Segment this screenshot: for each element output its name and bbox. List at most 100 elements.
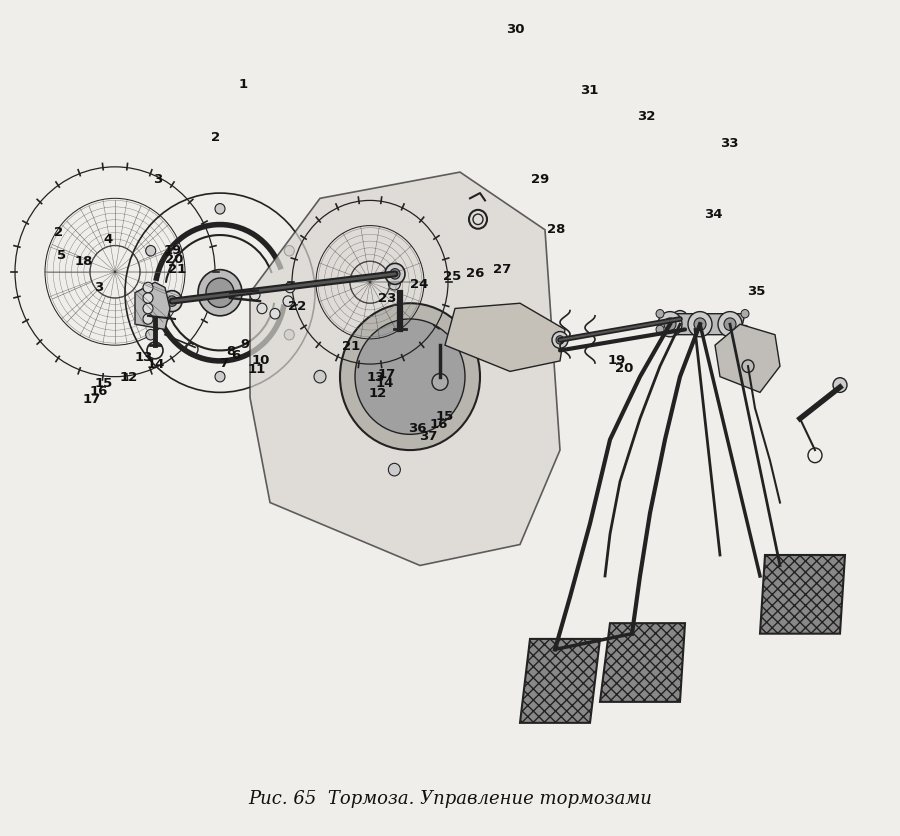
- Text: 19: 19: [608, 354, 625, 366]
- Text: 21: 21: [342, 339, 360, 352]
- Polygon shape: [250, 173, 560, 566]
- Text: 8: 8: [226, 344, 235, 358]
- Text: 2: 2: [54, 226, 63, 238]
- Circle shape: [741, 326, 749, 334]
- Circle shape: [556, 336, 564, 344]
- Circle shape: [206, 278, 234, 308]
- Text: 3: 3: [94, 280, 104, 293]
- Polygon shape: [600, 624, 685, 702]
- Circle shape: [167, 297, 177, 307]
- Text: 20: 20: [615, 361, 633, 375]
- Circle shape: [390, 269, 400, 280]
- Circle shape: [672, 311, 688, 328]
- Circle shape: [146, 247, 156, 257]
- Text: Рис. 65  Тормоза. Управление тормозами: Рис. 65 Тормоза. Управление тормозами: [248, 789, 652, 807]
- Circle shape: [143, 303, 153, 314]
- Polygon shape: [445, 303, 565, 372]
- Circle shape: [432, 374, 448, 390]
- Circle shape: [664, 319, 676, 331]
- Text: 7: 7: [219, 357, 228, 370]
- Text: 12: 12: [120, 370, 138, 384]
- Text: 15: 15: [436, 410, 454, 423]
- Circle shape: [283, 297, 293, 307]
- Text: 15: 15: [94, 376, 112, 390]
- Text: 22: 22: [288, 300, 306, 313]
- Circle shape: [656, 326, 664, 334]
- Circle shape: [314, 371, 326, 384]
- Text: 16: 16: [430, 418, 448, 431]
- Text: 25: 25: [443, 270, 461, 283]
- Text: 14: 14: [376, 377, 394, 390]
- Circle shape: [724, 319, 736, 331]
- Circle shape: [257, 303, 267, 314]
- Circle shape: [250, 290, 260, 301]
- Circle shape: [389, 464, 400, 477]
- Text: 9: 9: [240, 338, 249, 350]
- Circle shape: [389, 278, 400, 291]
- Text: 12: 12: [369, 386, 387, 400]
- Text: 18: 18: [75, 254, 93, 268]
- Text: 13: 13: [135, 351, 153, 364]
- Text: 27: 27: [493, 263, 511, 275]
- Circle shape: [143, 293, 153, 303]
- Text: 1: 1: [238, 79, 248, 91]
- Circle shape: [285, 283, 295, 293]
- Text: 24: 24: [410, 278, 428, 291]
- Circle shape: [833, 378, 847, 393]
- Text: 31: 31: [580, 84, 598, 97]
- Circle shape: [146, 330, 156, 340]
- Circle shape: [284, 247, 294, 257]
- Circle shape: [198, 270, 242, 317]
- Circle shape: [143, 314, 153, 325]
- Text: 28: 28: [547, 223, 565, 236]
- Text: 23: 23: [378, 292, 396, 305]
- Text: 4: 4: [104, 233, 112, 246]
- Text: 17: 17: [378, 368, 396, 380]
- Text: 37: 37: [419, 430, 437, 442]
- Text: 14: 14: [147, 357, 165, 370]
- Text: 34: 34: [705, 207, 723, 220]
- Text: 35: 35: [747, 284, 765, 298]
- Circle shape: [355, 319, 465, 435]
- Text: 6: 6: [231, 349, 240, 362]
- Text: 32: 32: [637, 110, 655, 123]
- Circle shape: [162, 291, 182, 312]
- Circle shape: [385, 264, 405, 285]
- Polygon shape: [715, 325, 780, 393]
- Circle shape: [741, 310, 749, 319]
- Circle shape: [552, 332, 568, 349]
- Circle shape: [718, 312, 742, 338]
- Circle shape: [215, 372, 225, 382]
- Circle shape: [489, 339, 500, 351]
- Text: 3: 3: [153, 173, 162, 186]
- Circle shape: [215, 204, 225, 215]
- Polygon shape: [135, 283, 170, 330]
- Text: 29: 29: [531, 173, 549, 186]
- Polygon shape: [660, 314, 745, 335]
- Text: 26: 26: [466, 267, 484, 280]
- Circle shape: [676, 315, 684, 324]
- Circle shape: [658, 312, 682, 338]
- Text: 13: 13: [367, 370, 385, 384]
- Text: 16: 16: [90, 384, 108, 397]
- Circle shape: [284, 330, 294, 340]
- Polygon shape: [760, 555, 845, 634]
- Text: 17: 17: [83, 393, 101, 405]
- Text: 30: 30: [507, 23, 525, 36]
- Circle shape: [656, 310, 664, 319]
- Text: 20: 20: [165, 252, 183, 266]
- Circle shape: [143, 283, 153, 293]
- Circle shape: [270, 309, 280, 319]
- Text: 10: 10: [252, 354, 270, 366]
- Circle shape: [340, 303, 480, 451]
- Circle shape: [688, 312, 712, 338]
- Text: 33: 33: [720, 136, 738, 150]
- Polygon shape: [520, 640, 600, 723]
- Circle shape: [694, 319, 706, 331]
- Text: 19: 19: [164, 243, 182, 257]
- Text: 5: 5: [57, 249, 66, 262]
- Text: 21: 21: [168, 263, 186, 275]
- Text: 2: 2: [212, 131, 220, 144]
- Text: 36: 36: [409, 422, 427, 435]
- Circle shape: [742, 360, 754, 373]
